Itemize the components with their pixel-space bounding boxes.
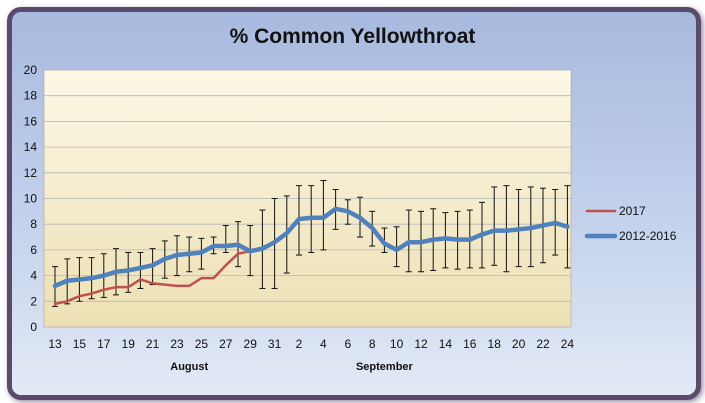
series-lines — [52, 206, 570, 306]
x-tick-label: 24 — [561, 337, 575, 351]
x-tick-label: 6 — [344, 337, 351, 351]
y-axis-ticks: 0 2 4 6 8 10 12 14 16 18 20 — [24, 63, 38, 334]
series-line-2012-2016 — [52, 206, 570, 289]
x-tick-label: 19 — [122, 337, 136, 351]
y-tick-label: 2 — [30, 294, 37, 308]
gridlines — [44, 69, 571, 328]
y-tick-label: 12 — [24, 166, 38, 180]
y-tick-label: 16 — [24, 114, 38, 128]
x-tick-label: 22 — [536, 337, 550, 351]
legend-label-2017: 2017 — [619, 204, 646, 218]
x-tick-label: 21 — [146, 337, 160, 351]
x-tick-label: 31 — [268, 337, 282, 351]
y-tick-label: 20 — [24, 63, 38, 77]
legend-label-2012-2016: 2012-2016 — [619, 229, 677, 243]
legend: 2017 2012-2016 — [584, 204, 677, 243]
x-tick-label: 20 — [512, 337, 526, 351]
x-tick-label: 27 — [219, 337, 233, 351]
x-tick-label: 23 — [170, 337, 184, 351]
month-labels: August September — [170, 361, 413, 373]
y-tick-label: 0 — [30, 320, 37, 334]
x-axis-ticks: 13 15 17 19 21 23 25 27 29 31 2 4 6 8 10 12 14 16 18 20 22 24 — [48, 337, 574, 351]
chart-title: % Common Yellowthroat — [229, 25, 476, 48]
x-tick-label: 17 — [97, 337, 111, 351]
y-tick-label: 6 — [30, 243, 37, 257]
error-bar — [491, 186, 498, 266]
x-tick-label: 29 — [244, 337, 258, 351]
month-label: September — [356, 361, 414, 373]
x-tick-label: 12 — [414, 337, 428, 351]
y-tick-label: 14 — [24, 140, 38, 154]
x-tick-label: 25 — [195, 337, 209, 351]
error-bar — [137, 251, 144, 289]
x-tick-label: 16 — [463, 337, 477, 351]
series-line-2017 — [53, 249, 252, 306]
y-tick-label: 8 — [30, 217, 37, 231]
x-tick-label: 13 — [48, 337, 62, 351]
y-tick-label: 18 — [24, 89, 38, 103]
x-tick-label: 14 — [439, 337, 453, 351]
month-label: August — [170, 361, 208, 373]
x-tick-label: 10 — [390, 337, 404, 351]
x-tick-label: 15 — [73, 337, 87, 351]
x-tick-label: 18 — [488, 337, 502, 351]
x-tick-label: 2 — [296, 337, 303, 351]
y-tick-label: 4 — [30, 269, 37, 283]
x-tick-label: 4 — [320, 337, 327, 351]
y-tick-label: 10 — [24, 192, 38, 206]
error-bar — [393, 226, 400, 268]
x-tick-label: 8 — [369, 337, 376, 351]
